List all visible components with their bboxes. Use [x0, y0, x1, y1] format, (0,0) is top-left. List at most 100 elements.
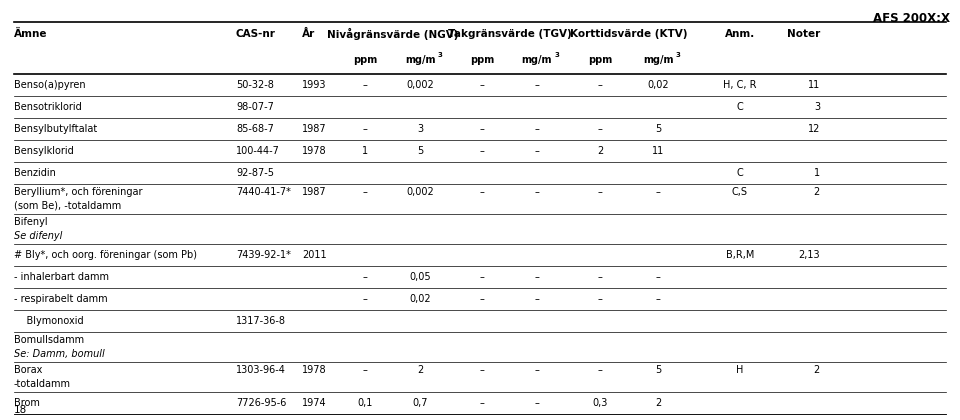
Text: Brom: Brom — [14, 398, 40, 408]
Text: –: – — [535, 124, 540, 134]
Text: 3: 3 — [676, 52, 681, 58]
Text: –: – — [656, 294, 660, 304]
Text: Korttidsvärde (KTV): Korttidsvärde (KTV) — [570, 29, 687, 39]
Text: Bensylklorid: Bensylklorid — [14, 146, 74, 156]
Text: 5: 5 — [655, 124, 661, 134]
Text: 0,02: 0,02 — [409, 294, 431, 304]
Text: 92-87-5: 92-87-5 — [236, 168, 274, 178]
Text: 0,02: 0,02 — [647, 80, 669, 90]
Text: 3: 3 — [417, 124, 423, 134]
Text: C: C — [736, 168, 743, 178]
Text: –: – — [656, 187, 660, 197]
Text: 0,05: 0,05 — [409, 272, 431, 282]
Text: –: – — [363, 272, 368, 282]
Text: C,S: C,S — [732, 187, 748, 197]
Text: ppm: ppm — [469, 55, 494, 65]
Text: 7440-41-7*: 7440-41-7* — [236, 187, 291, 197]
Text: 1978: 1978 — [302, 146, 326, 156]
Text: Bifenyl: Bifenyl — [14, 218, 48, 227]
Text: 1993: 1993 — [302, 80, 326, 90]
Text: 1987: 1987 — [302, 124, 326, 134]
Text: Blymonoxid: Blymonoxid — [14, 316, 84, 326]
Text: Benzidin: Benzidin — [14, 168, 56, 178]
Text: mg/m: mg/m — [405, 55, 435, 65]
Text: –: – — [363, 365, 368, 375]
Text: –: – — [535, 398, 540, 408]
Text: –: – — [363, 187, 368, 197]
Text: –: – — [597, 124, 603, 134]
Text: Noter: Noter — [787, 29, 820, 39]
Text: –: – — [363, 294, 368, 304]
Text: mg/m: mg/m — [643, 55, 673, 65]
Text: –: – — [535, 187, 540, 197]
Text: 2: 2 — [655, 398, 661, 408]
Text: B,R,M: B,R,M — [726, 250, 755, 260]
Text: Anm.: Anm. — [725, 29, 756, 39]
Text: 1974: 1974 — [302, 398, 326, 408]
Text: –: – — [480, 146, 485, 156]
Text: –: – — [480, 272, 485, 282]
Text: –: – — [480, 124, 485, 134]
Text: 5: 5 — [655, 365, 661, 375]
Text: 2: 2 — [417, 365, 423, 375]
Text: 3: 3 — [438, 52, 443, 58]
Text: 0,7: 0,7 — [412, 398, 428, 408]
Text: –: – — [480, 365, 485, 375]
Text: 2: 2 — [814, 365, 820, 375]
Text: 2,13: 2,13 — [799, 250, 820, 260]
Text: 50-32-8: 50-32-8 — [236, 80, 274, 90]
Text: –: – — [597, 187, 603, 197]
Text: H, C, R: H, C, R — [723, 80, 756, 90]
Text: 2: 2 — [597, 146, 603, 156]
Text: –: – — [363, 124, 368, 134]
Text: 2011: 2011 — [302, 250, 326, 260]
Text: Nivågränsvärde (NGV): Nivågränsvärde (NGV) — [326, 28, 458, 40]
Text: 100-44-7: 100-44-7 — [236, 146, 280, 156]
Text: AFS 200X:X: AFS 200X:X — [873, 12, 950, 25]
Text: Ämne: Ämne — [14, 29, 47, 39]
Text: –: – — [480, 294, 485, 304]
Text: 2: 2 — [814, 187, 820, 197]
Text: Bensylbutylftalat: Bensylbutylftalat — [14, 124, 97, 134]
Text: 0,3: 0,3 — [592, 398, 608, 408]
Text: ppm: ppm — [588, 55, 612, 65]
Text: –: – — [597, 294, 603, 304]
Text: –: – — [480, 80, 485, 90]
Text: –: – — [597, 80, 603, 90]
Text: 0,002: 0,002 — [406, 187, 434, 197]
Text: Borax: Borax — [14, 365, 42, 375]
Text: 3: 3 — [555, 52, 560, 58]
Text: 7726-95-6: 7726-95-6 — [236, 398, 286, 408]
Text: -totaldamm: -totaldamm — [14, 378, 71, 388]
Text: –: – — [535, 146, 540, 156]
Text: 0,1: 0,1 — [357, 398, 372, 408]
Text: CAS-nr: CAS-nr — [236, 29, 276, 39]
Text: –: – — [597, 272, 603, 282]
Text: –: – — [535, 294, 540, 304]
Text: 1987: 1987 — [302, 187, 326, 197]
Text: Se: Damm, bomull: Se: Damm, bomull — [14, 349, 105, 359]
Text: 11: 11 — [807, 80, 820, 90]
Text: 1: 1 — [362, 146, 368, 156]
Text: H: H — [736, 365, 744, 375]
Text: Bomullsdamm: Bomullsdamm — [14, 336, 84, 345]
Text: 5: 5 — [417, 146, 423, 156]
Text: - respirabelt damm: - respirabelt damm — [14, 294, 108, 304]
Text: 3: 3 — [814, 102, 820, 112]
Text: –: – — [480, 187, 485, 197]
Text: ppm: ppm — [353, 55, 377, 65]
Text: 1317-36-8: 1317-36-8 — [236, 316, 286, 326]
Text: –: – — [535, 365, 540, 375]
Text: 18: 18 — [14, 405, 27, 415]
Text: –: – — [656, 272, 660, 282]
Text: Takgränsvärde (TGV): Takgränsvärde (TGV) — [447, 29, 571, 39]
Text: 11: 11 — [652, 146, 664, 156]
Text: År: År — [302, 29, 315, 39]
Text: 1303-96-4: 1303-96-4 — [236, 365, 286, 375]
Text: Benso(a)pyren: Benso(a)pyren — [14, 80, 85, 90]
Text: 12: 12 — [807, 124, 820, 134]
Text: Se difenyl: Se difenyl — [14, 231, 62, 241]
Text: # Bly*, och oorg. föreningar (som Pb): # Bly*, och oorg. föreningar (som Pb) — [14, 250, 197, 260]
Text: –: – — [363, 80, 368, 90]
Text: 7439-92-1*: 7439-92-1* — [236, 250, 291, 260]
